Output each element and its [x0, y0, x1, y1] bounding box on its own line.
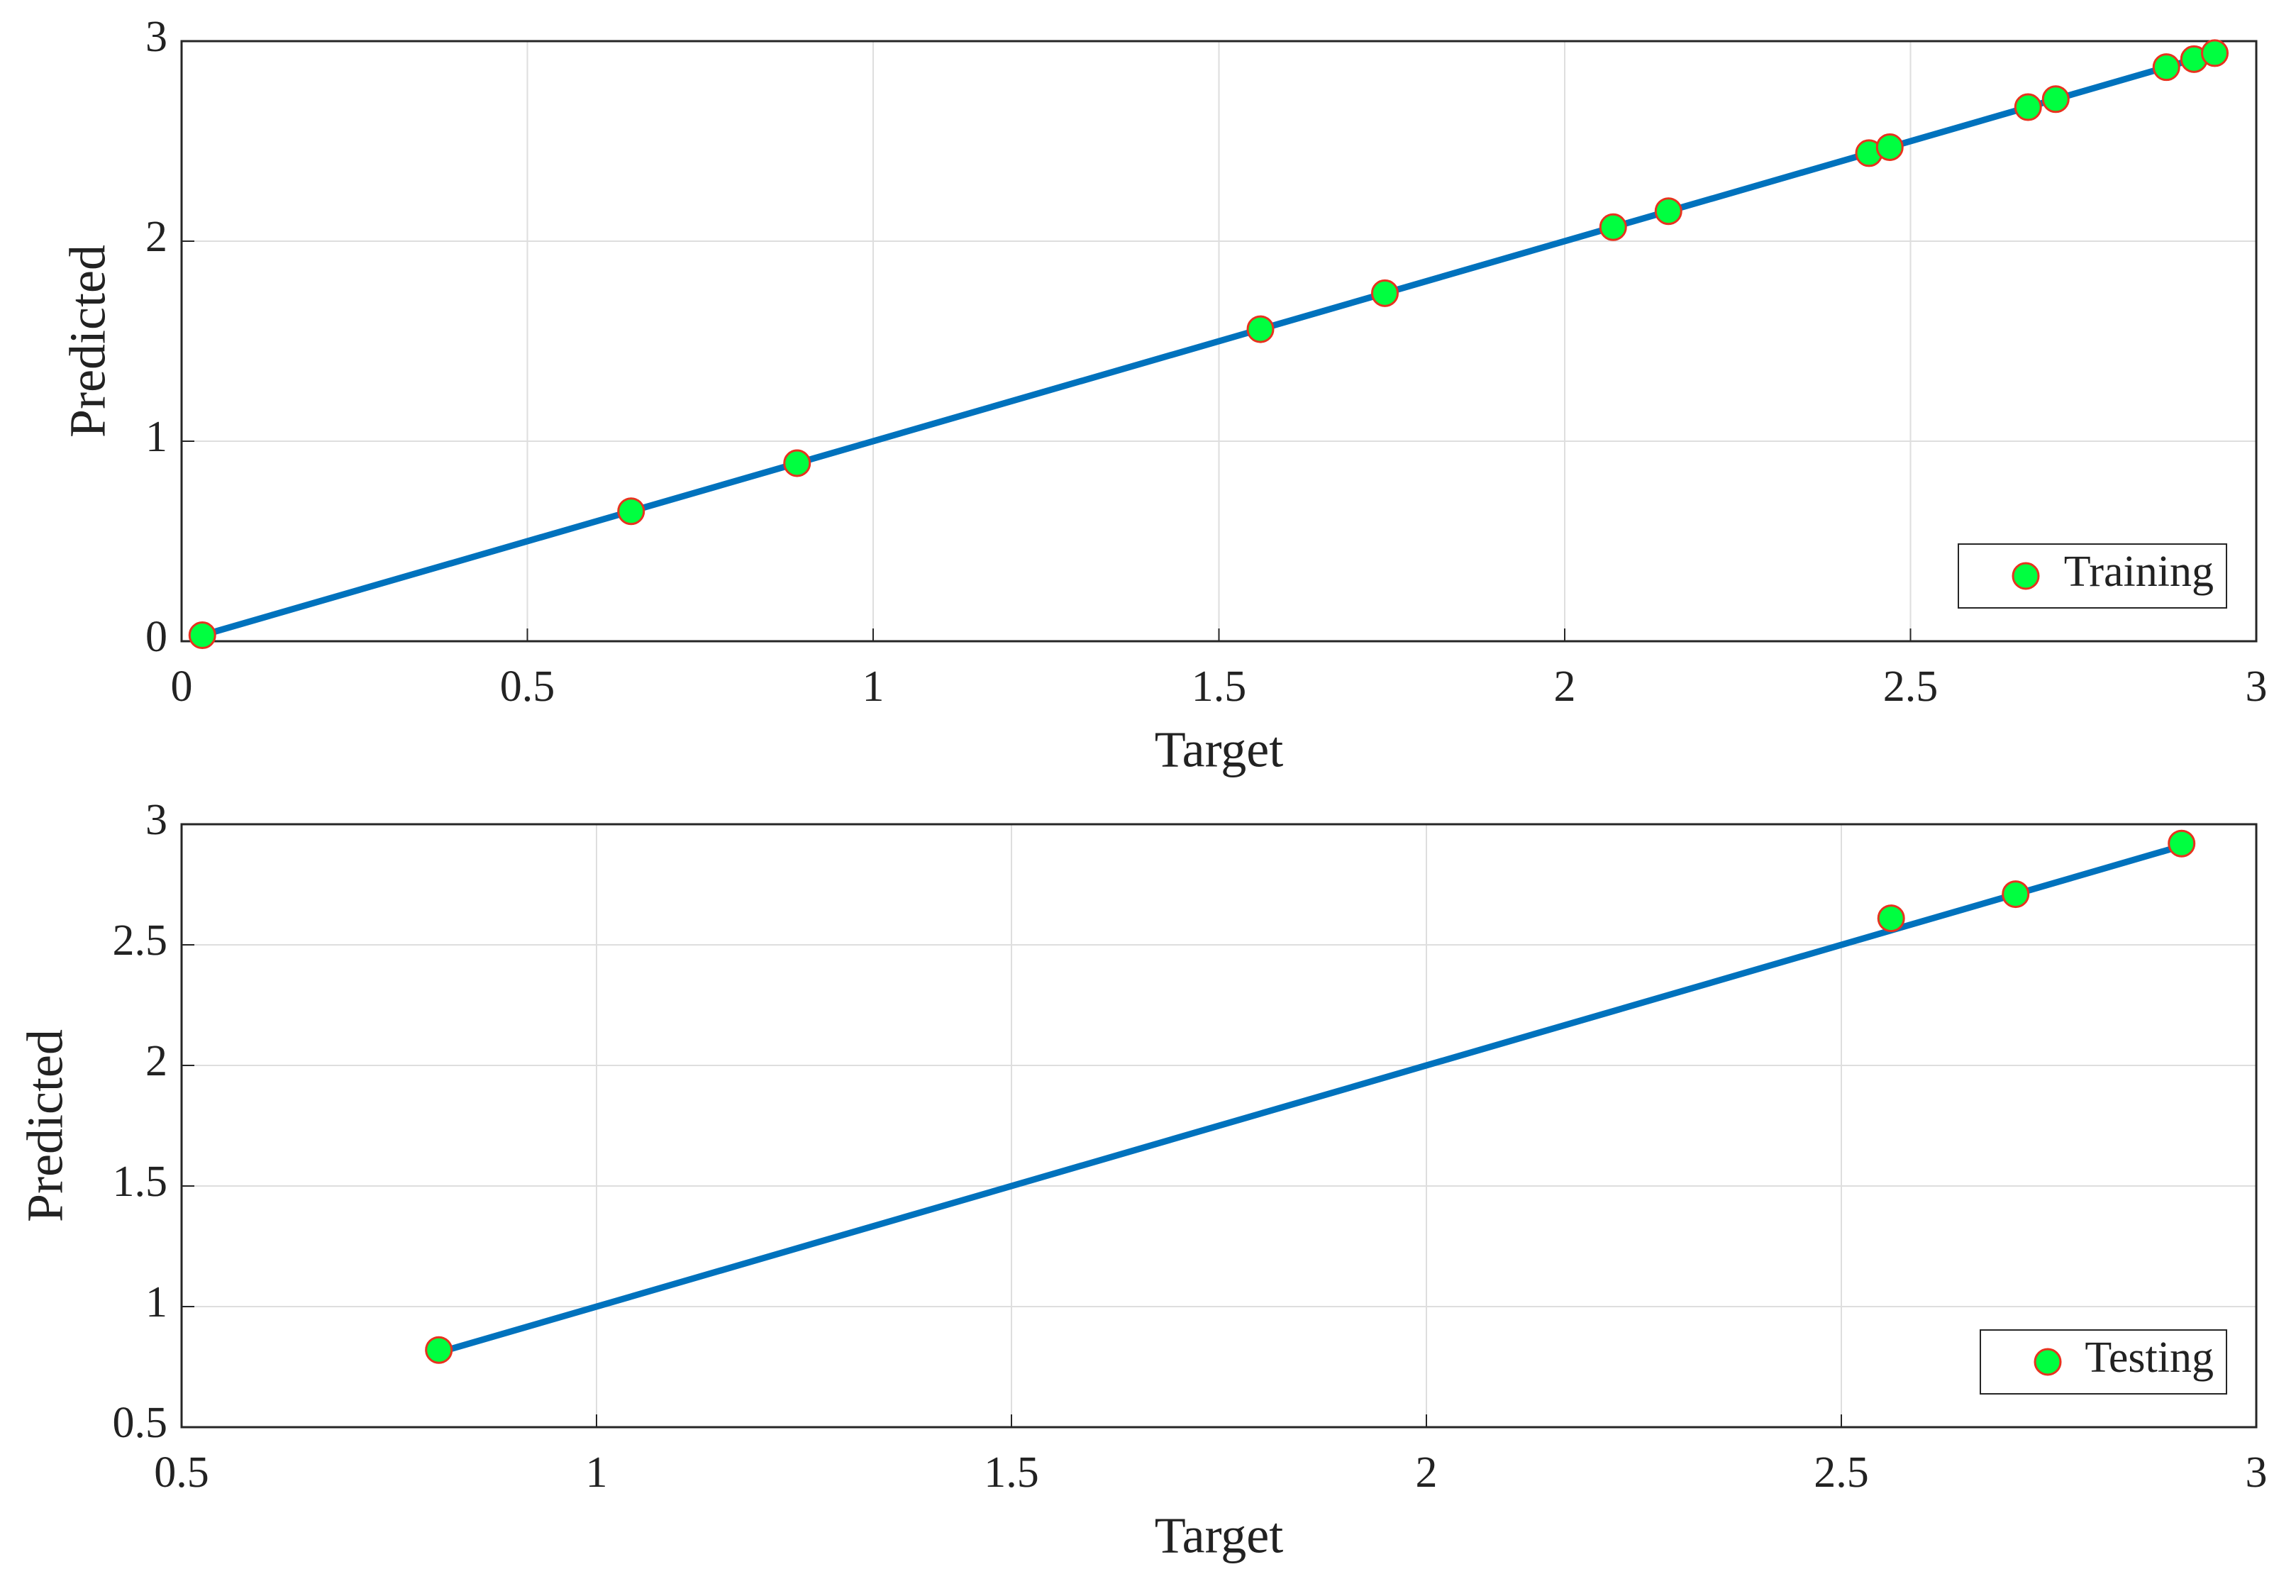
x-tick-label: 0.5 [154, 1448, 209, 1497]
y-tick-label: 1 [145, 1278, 167, 1326]
x-tick-label: 1 [863, 663, 884, 711]
legend-marker [2012, 562, 2040, 590]
data-point [188, 621, 216, 650]
x-tick-label: 2 [1554, 663, 1576, 711]
y-tick-label: 0 [145, 613, 167, 661]
x-tick-label: 2.5 [1814, 1448, 1869, 1497]
data-point [2201, 39, 2229, 67]
y-tick-label: 2 [145, 1037, 167, 1085]
data-point [2168, 829, 2196, 858]
x-tick-label: 3 [2246, 663, 2268, 711]
data-point [1246, 315, 1275, 343]
y-tick-label: 3 [145, 13, 167, 61]
x-axis-label: Target [1155, 721, 1284, 778]
legend-label: Training [2064, 548, 2214, 596]
data-point [1371, 279, 1399, 307]
y-tick-label: 2.5 [113, 916, 168, 965]
x-tick-label: 0.5 [500, 663, 555, 711]
x-tick-label: 0 [171, 663, 193, 711]
x-tick-label: 2.5 [1883, 663, 1939, 711]
y-tick-label: 0.5 [113, 1399, 168, 1447]
data-point [1654, 197, 1682, 226]
x-axis-label: Target [1155, 1507, 1284, 1564]
legend-box [1958, 543, 2227, 609]
axes-box [180, 40, 2258, 643]
data-point [783, 449, 811, 477]
x-tick-label: 1 [586, 1448, 608, 1497]
data-point [2041, 85, 2070, 113]
data-point [2002, 880, 2030, 909]
x-tick-label: 1.5 [984, 1448, 1039, 1497]
y-tick-label: 1.5 [113, 1158, 168, 1206]
y-tick-label: 3 [145, 796, 167, 844]
y-axis-label: Predicted [17, 1029, 74, 1222]
x-tick-label: 3 [2246, 1448, 2268, 1497]
x-tick-label: 2 [1416, 1448, 1438, 1497]
data-point [1875, 133, 1904, 161]
data-point [425, 1336, 453, 1364]
data-point [617, 497, 645, 526]
data-point [2152, 53, 2180, 82]
legend-marker [2034, 1348, 2062, 1376]
axes-box [180, 823, 2258, 1429]
data-point [2014, 93, 2042, 121]
data-point [1599, 213, 1627, 241]
y-tick-label: 2 [145, 213, 167, 261]
legend-box [1980, 1329, 2227, 1395]
data-point [1877, 904, 1905, 933]
y-axis-label: Predicted [60, 245, 116, 438]
legend-label: Testing [2085, 1334, 2214, 1382]
x-tick-label: 1.5 [1192, 663, 1247, 711]
y-tick-label: 1 [145, 413, 167, 461]
